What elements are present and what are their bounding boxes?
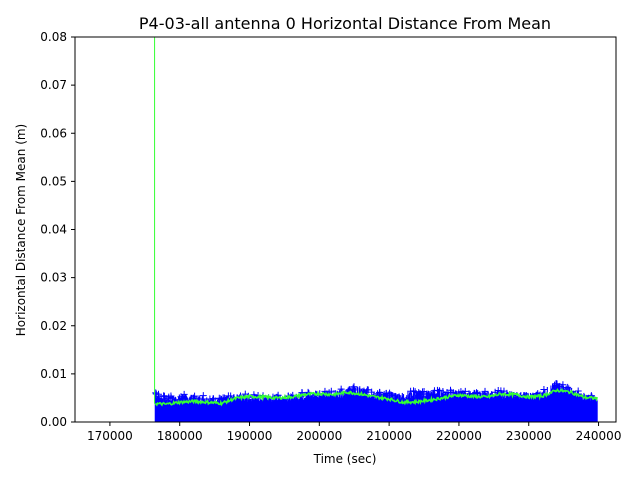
y-tick-label: 0.00 <box>40 415 67 429</box>
data-point <box>415 389 423 397</box>
data-point <box>376 389 384 397</box>
x-tick-label: 230000 <box>506 429 552 443</box>
y-tick-label: 0.01 <box>40 367 67 381</box>
x-axis: 170000 180000 190000 200000 210000 220000 2300… <box>87 422 621 443</box>
chart-title: P4-03-all antenna 0 Horizontal Distance … <box>139 14 551 33</box>
data-point <box>474 390 482 398</box>
data-point <box>209 395 217 403</box>
x-tick-label: 190000 <box>227 429 273 443</box>
y-tick-label: 0.08 <box>40 30 67 44</box>
data-point <box>215 394 223 402</box>
y-tick-label: 0.06 <box>40 126 67 140</box>
y-tick-label: 0.05 <box>40 174 67 188</box>
data-point <box>349 384 357 392</box>
data-point <box>180 390 188 398</box>
data-point <box>351 386 359 394</box>
x-tick-label: 170000 <box>87 429 133 443</box>
x-tick-label: 210000 <box>366 429 412 443</box>
data-point <box>552 380 560 388</box>
data-point <box>350 383 358 391</box>
data-point <box>568 412 576 420</box>
y-tick-label: 0.03 <box>40 271 67 285</box>
x-tick-label: 180000 <box>157 429 203 443</box>
data-point <box>430 387 438 395</box>
y-axis-label: Horizontal Distance From Mean (m) <box>14 124 28 336</box>
x-tick-label: 200000 <box>296 429 342 443</box>
data-point <box>420 387 428 395</box>
data-point <box>191 392 199 400</box>
data-point <box>160 392 168 400</box>
data-point <box>407 387 415 395</box>
y-tick-label: 0.04 <box>40 223 67 237</box>
data-point <box>564 383 572 391</box>
mean-line <box>154 387 598 407</box>
y-tick-label: 0.07 <box>40 78 67 92</box>
data-point <box>165 393 173 401</box>
x-tick-label: 240000 <box>576 429 622 443</box>
data-point <box>494 387 502 395</box>
data-point <box>179 394 187 402</box>
data-point <box>560 414 568 422</box>
data-point <box>199 392 207 400</box>
data-point <box>447 388 455 396</box>
data-point <box>481 387 489 395</box>
x-tick-label: 220000 <box>436 429 482 443</box>
data-point <box>363 386 371 394</box>
y-axis: 0.00 0.01 0.02 0.03 0.04 0.05 0.06 0.07 0.08 <box>40 30 75 429</box>
data-point <box>154 390 162 398</box>
data-point <box>556 382 564 390</box>
y-tick-label: 0.02 <box>40 319 67 333</box>
data-point <box>559 384 567 392</box>
x-axis-label: Time (sec) <box>313 452 377 466</box>
plot-area <box>152 37 598 422</box>
